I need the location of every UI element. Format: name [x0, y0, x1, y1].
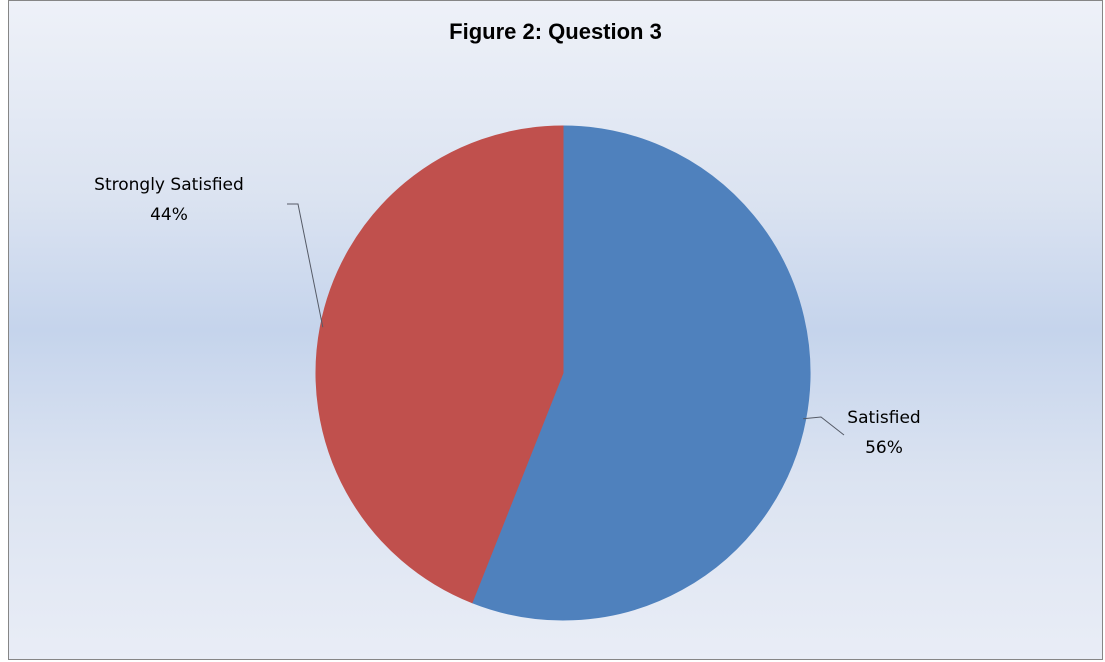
slice-label-satisfied: Satisfied	[847, 408, 920, 428]
pie-chart: Satisfied 56% Strongly Satisfied 44%	[94, 125, 921, 621]
slice-percent-satisfied: 56%	[865, 438, 903, 458]
chart-title: Figure 2: Question 3	[449, 19, 662, 44]
pie-slices	[315, 125, 811, 621]
slice-label-strongly-satisfied: Strongly Satisfied	[94, 175, 244, 195]
leader-lines	[287, 203, 845, 436]
data-labels: Satisfied 56% Strongly Satisfied 44%	[94, 175, 921, 458]
leader-line-strongly-satisfied	[287, 203, 324, 328]
pie-slice-strongly-satisfied	[315, 125, 564, 604]
pie-slice-satisfied	[471, 125, 811, 621]
chart-area: Figure 2: Question 3 Satisfied 56% Strongl…	[8, 0, 1103, 660]
slice-percent-strongly-satisfied: 44%	[150, 205, 188, 225]
leader-line-satisfied	[803, 416, 845, 436]
